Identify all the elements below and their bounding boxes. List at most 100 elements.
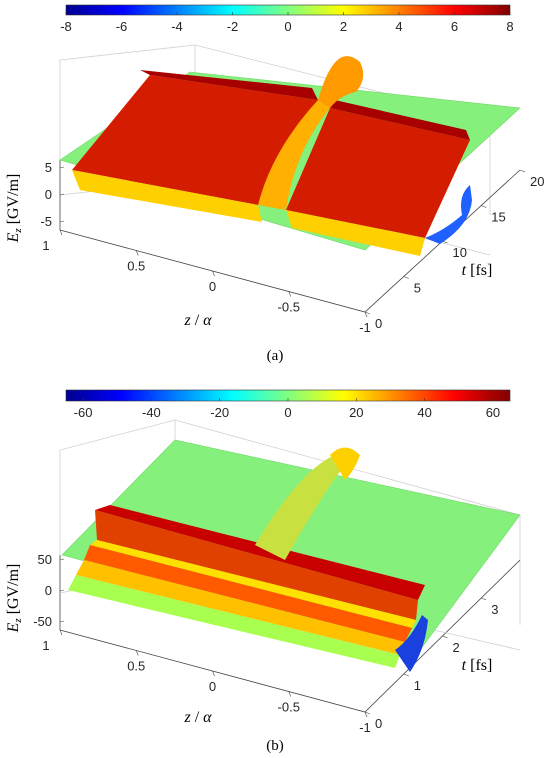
colorbar-tick-label: -8 — [60, 19, 72, 34]
surface-b — [61, 439, 521, 672]
colorbar-tick-label: 4 — [395, 19, 402, 34]
axis-z-tick — [212, 270, 215, 277]
surface-b-negative — [395, 615, 428, 672]
colorbar-tick-label: -4 — [171, 19, 183, 34]
axis-ez-tick-label: 0 — [45, 187, 52, 202]
axis-ez-tick-label: -50 — [33, 614, 52, 629]
panel-b: -60 -40 -20 0 20 40 60 1 0.5 0 -0.5 -1 0 1 2 3 50 0 -50… — [5, 389, 521, 754]
axis-z-tick — [212, 670, 215, 677]
surface-b-ridge-3 — [84, 545, 412, 642]
colorbar-b-ticks: -60 -40 -20 0 20 40 60 — [74, 398, 500, 420]
axis-ez-tick — [59, 193, 65, 196]
colorbar-tick-label: 8 — [506, 19, 513, 34]
axis-ez-tick — [59, 589, 65, 592]
axis-ez-tick-label: 0 — [45, 583, 52, 598]
axis-z-tick — [59, 629, 63, 636]
colorbar-tick-label: -2 — [227, 19, 239, 34]
surface-a-plateau-right-top — [326, 98, 470, 140]
axis-t-tick — [364, 711, 371, 715]
axis-z-tick-label: -1 — [359, 320, 371, 335]
colorbar-tick-label: -40 — [142, 405, 161, 420]
axis-ez-tick — [59, 620, 65, 623]
axis-t-label-b: t [fs] — [462, 657, 493, 674]
axis-t-tick — [519, 169, 526, 173]
axis-z-tick — [288, 291, 292, 297]
surface-a-plateau-left — [72, 75, 318, 205]
axis-t-tick — [442, 240, 448, 244]
colorbar-tick-label: -60 — [74, 405, 93, 420]
axis-ez-label-a: Ez [GV/m] — [5, 174, 24, 244]
axis-t-ticks-b: 0 1 2 3 — [364, 597, 498, 731]
axis-z-tick-label: -1 — [359, 720, 371, 735]
axis-t-tick — [481, 205, 487, 208]
colorbar-tick-label: 40 — [417, 405, 431, 420]
colorbar-a-ticks: -8 -6 -4 -2 0 2 4 6 8 — [60, 12, 514, 34]
axis-t-tick-label: 2 — [453, 640, 460, 655]
colorbar-tick-label: 6 — [451, 19, 458, 34]
axis-t-tick — [403, 276, 409, 279]
axis-z-ticks-b: 1 0.5 0 -0.5 -1 — [42, 629, 371, 735]
colorbar-tick-label: 0 — [284, 19, 291, 34]
axis-t-tick — [481, 597, 487, 601]
axis-ez-tick-label: 5 — [45, 160, 52, 175]
axis-t-tick-label: 20 — [530, 174, 544, 189]
axis-z-tick — [288, 691, 292, 697]
surface-b-center-peak — [330, 447, 360, 480]
surface-b-ridge-2 — [90, 540, 416, 628]
colorbar-tick-label: 60 — [486, 405, 500, 420]
axis-ez-ticks-a: 5 0 -5 — [40, 160, 65, 229]
axis-z-ticks-a: 1 0.5 0 -0.5 -1 — [42, 229, 371, 335]
axis-z-tick — [135, 250, 139, 256]
axis-ez-tick-label: -5 — [40, 214, 52, 229]
axis-t-tick-label: 15 — [491, 210, 505, 225]
colorbar-tick-label: -6 — [116, 19, 128, 34]
surface-b-ridge-4 — [76, 560, 405, 655]
axis-ez-ticks-b: 50 0 -50 — [33, 552, 65, 629]
axis-ez-tick-label: 50 — [38, 552, 52, 567]
axis-t-tick-label: 3 — [491, 602, 498, 617]
colorbar-tick-label: 0 — [284, 405, 291, 420]
axis-ez-tick — [59, 558, 65, 561]
surface-b-ridge-1-face — [95, 510, 418, 620]
axis-z-tick-label: 1 — [42, 238, 49, 253]
axis-z-tick-label: -0.5 — [278, 700, 300, 715]
axis-z-tick-label: 1 — [42, 638, 49, 653]
axis-ez-label-b: Ez [GV/m] — [5, 564, 24, 634]
axis-z-tick — [364, 311, 368, 318]
surface-a — [59, 56, 521, 256]
colorbar-tick-label: 20 — [349, 405, 363, 420]
axis-z-tick-label: 0 — [209, 679, 216, 694]
axis-t-tick-label: 1 — [414, 678, 421, 693]
surface-a-plateau-right-front — [286, 210, 425, 256]
axis-z-tick — [59, 229, 63, 236]
axis-z-tick-label: 0.5 — [127, 659, 145, 674]
surface-a-dip — [258, 100, 330, 210]
axis-ez-tick — [59, 166, 65, 169]
axis-t-label-a: t [fs] — [462, 262, 493, 279]
axis-z-label-a: z / α — [183, 312, 212, 329]
caption-b: (b) — [266, 738, 284, 754]
axis-z-tick-label: 0.5 — [127, 259, 145, 274]
axis-z-tick-label: -0.5 — [278, 300, 300, 315]
axis-ez-tick — [59, 220, 65, 223]
axis-t-tick-label: 10 — [453, 245, 467, 260]
surface-a-peak — [318, 56, 364, 108]
axis-t-tick-label: 5 — [414, 281, 421, 296]
axis-t-tick — [364, 311, 371, 315]
axis-z-label-b: z / α — [183, 709, 212, 726]
axis-t-ticks-a: 0 5 10 15 20 — [364, 169, 544, 331]
axis-z-tick-label: 0 — [209, 279, 216, 294]
surface-a-plateau-left-front — [72, 170, 262, 222]
axis-t-tick-label: 0 — [375, 316, 382, 331]
surface-a-plateau-right — [286, 108, 470, 238]
colorbar-tick-label: 2 — [340, 19, 347, 34]
colorbar-tick-label: -20 — [210, 405, 229, 420]
axis-t-tick — [442, 635, 448, 639]
axis-t-tick-label: 0 — [375, 716, 382, 731]
surface-b-ridge-1 — [95, 505, 425, 600]
axis-z-tick — [364, 711, 368, 718]
surface-b-ridge-5 — [68, 575, 400, 668]
surface-b-center-band — [255, 455, 350, 560]
